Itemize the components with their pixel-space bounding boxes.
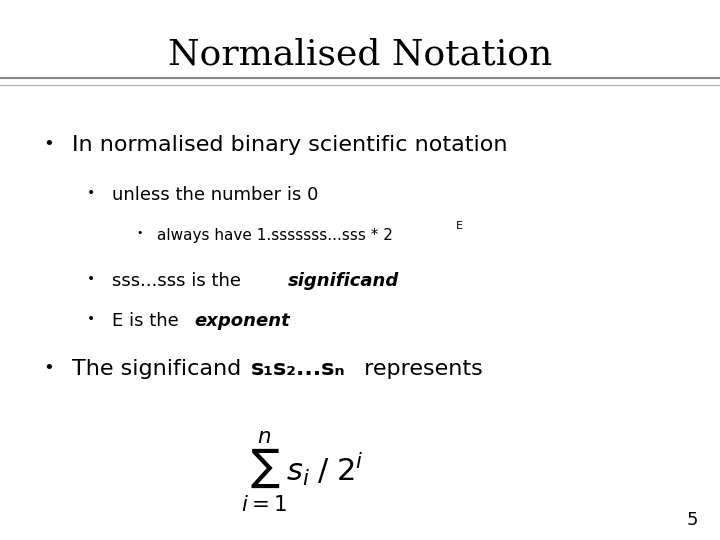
Text: s₁s₂...sₙ: s₁s₂...sₙ — [251, 359, 345, 379]
Text: E: E — [456, 221, 463, 231]
Text: exponent: exponent — [194, 312, 290, 330]
Text: E is the: E is the — [112, 312, 184, 330]
Text: significand: significand — [288, 272, 400, 289]
Text: always have 1.sssssss...sss * 2: always have 1.sssssss...sss * 2 — [157, 228, 393, 243]
Text: •: • — [86, 272, 94, 286]
Text: •: • — [43, 359, 54, 377]
Text: The significand: The significand — [72, 359, 248, 379]
Text: Normalised Notation: Normalised Notation — [168, 38, 552, 72]
Text: unless the number is 0: unless the number is 0 — [112, 186, 318, 204]
Text: •: • — [86, 186, 94, 200]
Text: sss...sss is the: sss...sss is the — [112, 272, 246, 289]
Text: •: • — [137, 228, 143, 238]
Text: •: • — [86, 312, 94, 326]
Text: represents: represents — [357, 359, 483, 379]
Text: •: • — [43, 135, 54, 153]
Text: 5: 5 — [687, 511, 698, 529]
Text: In normalised binary scientific notation: In normalised binary scientific notation — [72, 135, 508, 155]
Text: $\sum_{i=1}^{n} s_i \; / \; 2^i$: $\sum_{i=1}^{n} s_i \; / \; 2^i$ — [241, 429, 364, 514]
